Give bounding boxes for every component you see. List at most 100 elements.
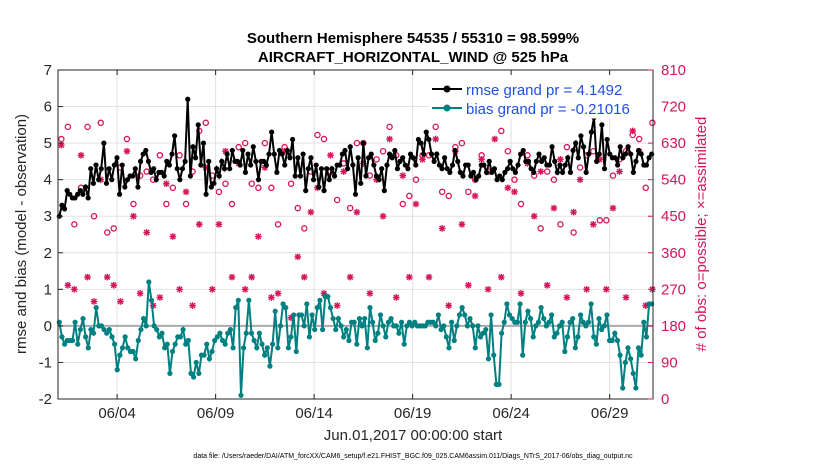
rmse-point <box>276 147 283 154</box>
bias-point <box>246 297 252 303</box>
y-tick-label-left: 2 <box>44 245 52 262</box>
obs-possible-point <box>379 147 387 155</box>
bias-point <box>593 341 599 347</box>
rmse-point <box>96 177 102 183</box>
rmse-point <box>392 147 398 154</box>
bias-point <box>527 315 534 322</box>
rmse-point <box>371 162 377 168</box>
bias-point <box>588 301 594 307</box>
bias-point <box>112 341 118 347</box>
rmse-point <box>284 147 290 154</box>
obs-assimilated-point <box>268 294 275 301</box>
obs-possible-point <box>458 139 466 147</box>
bias-point <box>288 334 294 340</box>
obs-assimilated-point <box>458 221 466 228</box>
rmse-point <box>145 158 152 164</box>
bias-point <box>572 345 578 351</box>
x-tick-label: 06/09 <box>197 405 235 422</box>
bias-point <box>625 345 631 351</box>
bias-point <box>638 352 644 358</box>
rmse-point <box>216 173 222 179</box>
rmse-point <box>64 188 70 194</box>
obs-possible-point <box>412 176 420 183</box>
rmse-point <box>649 151 655 157</box>
bias-point <box>346 337 352 344</box>
rmse-point <box>575 155 581 161</box>
rmse-point <box>381 188 387 194</box>
obs-possible-point <box>649 119 656 127</box>
rmse-point <box>67 191 73 197</box>
obs-assimilated-point <box>478 156 485 163</box>
obs-assimilated-point <box>392 294 400 301</box>
bias-point <box>630 370 636 377</box>
bias-point <box>217 330 223 336</box>
rmse-point <box>622 151 629 157</box>
bias-point <box>633 385 639 391</box>
rmse-point <box>75 191 81 197</box>
bias-point <box>409 323 415 329</box>
rmse-point <box>203 191 209 197</box>
rmse-point <box>326 177 332 183</box>
rmse-point <box>452 147 458 154</box>
bias-point <box>151 323 157 329</box>
rmse-point <box>303 188 309 194</box>
rmse-point <box>457 169 463 175</box>
rmse-point <box>93 162 99 168</box>
y-axis-left: -2 -1 0 1 2 3 4 5 6 7 <box>39 62 63 408</box>
bias-point <box>222 341 228 347</box>
rmse-point <box>557 162 563 168</box>
bias-point <box>635 345 642 351</box>
obs-assimilated-point <box>130 212 137 220</box>
bias-point <box>269 341 276 347</box>
bias-point <box>362 315 368 322</box>
bias-point <box>140 315 147 322</box>
rmse-point <box>308 155 314 161</box>
rmse-point <box>552 158 558 164</box>
bias-point <box>333 326 339 333</box>
rmse-point <box>468 173 474 179</box>
bias-point <box>338 323 344 329</box>
bias-point <box>251 337 257 344</box>
obs-assimilated-point <box>255 233 262 240</box>
rmse-point <box>111 162 117 168</box>
rmse-point <box>350 162 356 168</box>
bias-point <box>159 330 165 336</box>
rmse-point <box>88 166 94 172</box>
rmse-point <box>499 177 505 183</box>
rmse-point <box>599 122 605 128</box>
rmse-point <box>339 151 345 157</box>
rmse-point <box>221 166 228 172</box>
bias-point <box>343 326 349 333</box>
obs-assimilated-point <box>169 233 177 240</box>
bias-point <box>312 326 318 333</box>
bias-point <box>219 337 226 344</box>
rmse-point <box>379 166 385 172</box>
bias-point <box>148 297 155 303</box>
rmse-point <box>512 169 518 175</box>
rmse-point <box>198 162 204 168</box>
bias-point <box>575 334 581 340</box>
bias-point <box>248 330 255 336</box>
rmse-point <box>331 173 338 179</box>
bias-point <box>298 312 305 318</box>
obs-assimilated-point <box>182 188 190 196</box>
obs-assimilated-point <box>405 273 413 281</box>
bias-point <box>212 337 218 344</box>
bias-point <box>267 363 273 369</box>
obs-assimilated-point <box>445 302 452 309</box>
rmse-point <box>546 162 553 168</box>
obs-assimilated-point <box>603 286 610 293</box>
rmse-point <box>130 173 136 179</box>
bias-point <box>564 334 571 340</box>
rmse-point <box>261 158 267 164</box>
obs-assimilated-point <box>432 135 439 143</box>
rmse-point <box>533 158 539 164</box>
bias-line <box>58 281 652 396</box>
y-tick-label-right: 810 <box>661 62 686 79</box>
rmse-point <box>402 162 408 168</box>
rmse-point <box>518 151 524 157</box>
obs-possible-point <box>287 180 295 187</box>
bias-point <box>643 334 650 340</box>
rmse-point <box>470 169 477 175</box>
obs-assimilated-point <box>274 290 282 297</box>
